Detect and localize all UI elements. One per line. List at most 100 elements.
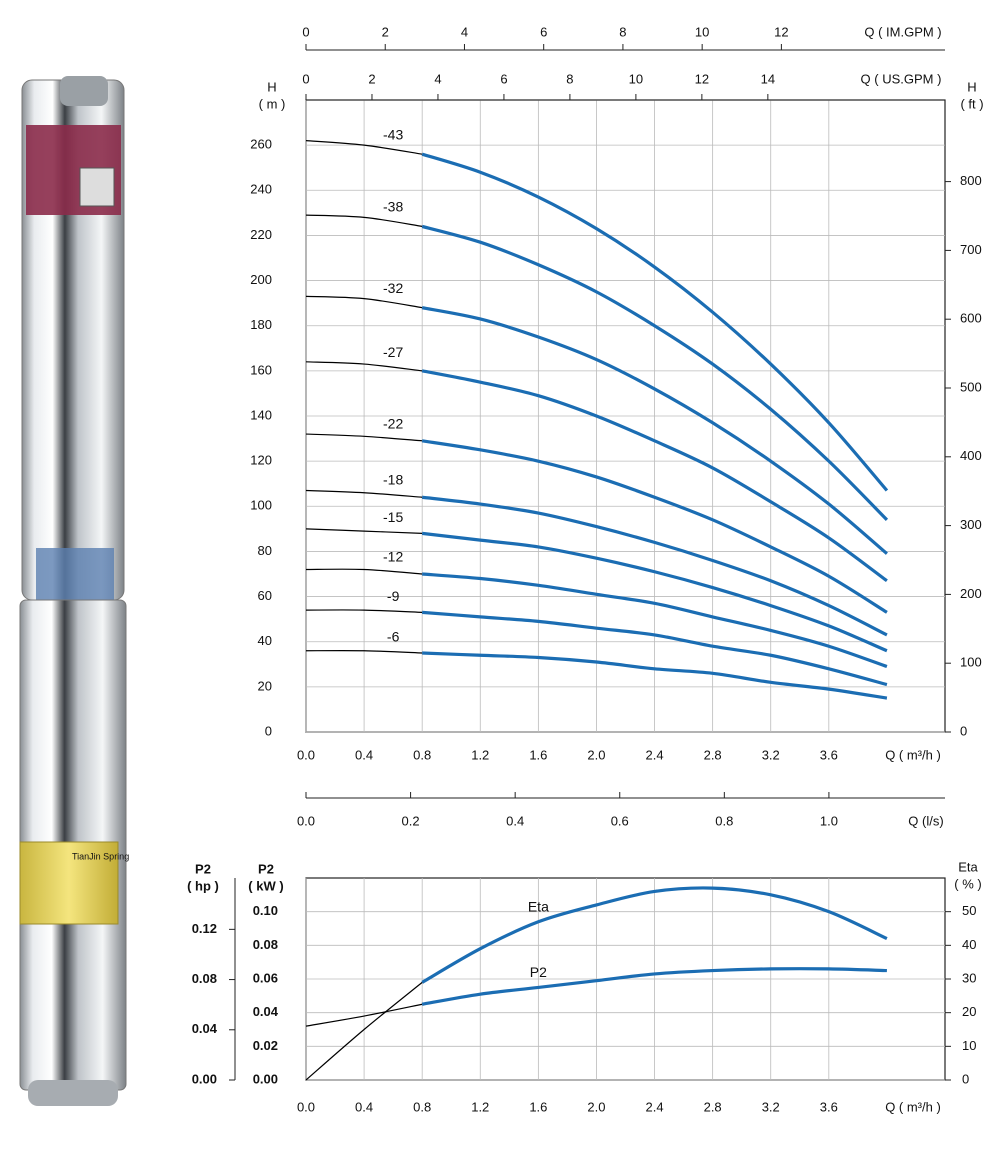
y-tick-label: 0.08 [253, 937, 278, 952]
curve-outside-range [305, 568, 423, 575]
y2-tick-label: 50 [962, 903, 976, 918]
y2-tick-label: 20 [962, 1004, 976, 1019]
extra-y-tick-label: 0.00 [192, 1071, 217, 1086]
y-tick-label: 0 [265, 723, 272, 738]
extra-x-tick-label: 0 [302, 71, 309, 86]
y2-tick-label: 300 [960, 517, 982, 532]
y2-tick-label: 10 [962, 1038, 976, 1053]
extra-x-tick-label: 0.2 [402, 813, 420, 828]
x-tick-label: 3.6 [820, 747, 838, 762]
extra-y-tick-label: 0.04 [192, 1021, 218, 1036]
x-tick-label: 2.4 [646, 747, 664, 762]
series-label: -38 [383, 199, 403, 215]
series-label: -15 [383, 509, 403, 525]
y-axis-unit: ( m ) [259, 96, 286, 111]
extra-x-tick-label: 6 [500, 71, 507, 86]
extra-x-axis-title: Q ( US.GPM ) [861, 71, 942, 86]
x-tick-label: 0.4 [355, 1099, 373, 1114]
y-axis-unit: ( kW ) [248, 878, 283, 893]
x-tick-label: 2.8 [704, 1099, 722, 1114]
y2-tick-label: 100 [960, 655, 982, 670]
curve-outside-range [305, 433, 423, 442]
extra-y-axis-title: P2 [195, 861, 211, 876]
y-tick-label: 200 [250, 272, 272, 287]
curve-outside-range [305, 981, 423, 1081]
curve-outside-range [305, 609, 423, 613]
y-tick-label: 140 [250, 407, 272, 422]
y2-tick-label: 400 [960, 448, 982, 463]
y-tick-label: 0.00 [253, 1071, 278, 1086]
y2-axis-unit: ( ft ) [960, 96, 983, 111]
x-tick-label: 1.2 [471, 1099, 489, 1114]
extra-x-tick-label: 0.4 [506, 813, 524, 828]
extra-x-tick-label: 0 [302, 24, 309, 39]
extra-x-tick-label: 1.0 [820, 813, 838, 828]
series-label: -12 [383, 548, 403, 564]
x-tick-label: 2.0 [587, 747, 605, 762]
chart: 0.0 0.4 0.8 1.2 1.6 2.0 2.4 2.8 3.2 3.6 0.00 0.02 0.… [187, 859, 982, 1114]
x-tick-label: 2.4 [646, 1099, 664, 1114]
curve-outside-range [305, 214, 423, 227]
curve-operating [421, 886, 888, 984]
pump-label: TianJin Spring [72, 851, 129, 861]
extra-x-tick-label: 0.0 [297, 813, 315, 828]
series-label: -32 [383, 280, 403, 296]
y2-tick-label: 200 [960, 586, 982, 601]
curve-operating [421, 495, 888, 637]
curve-outside-range [305, 1003, 423, 1027]
curve-operating [421, 531, 888, 653]
y-tick-label: 0.10 [253, 903, 278, 918]
extra-x-tick-label: 8 [619, 24, 626, 39]
extra-x-axis-title: Q (l/s) [908, 813, 943, 828]
y-tick-label: 120 [250, 453, 272, 468]
extra-x-tick-label: 4 [434, 71, 441, 86]
x-tick-label: 2.8 [704, 747, 722, 762]
extra-x-tick-label: 4 [461, 24, 468, 39]
extra-x-tick-label: 10 [695, 24, 709, 39]
y2-tick-label: 30 [962, 970, 976, 985]
x-tick-label: 3.2 [762, 747, 780, 762]
curve-outside-range [305, 528, 423, 534]
curve-outside-range [305, 649, 423, 654]
curve-operating [421, 224, 889, 521]
extra-x-tick-label: 8 [566, 71, 573, 86]
y2-tick-label: 800 [960, 173, 982, 188]
x-tick-label: 0.0 [297, 1099, 315, 1114]
y-tick-label: 60 [258, 588, 272, 603]
y2-axis-unit: ( % ) [954, 876, 981, 891]
y2-axis-title: Eta [958, 859, 978, 874]
curve-outside-range [305, 361, 423, 372]
extra-x-tick-label: 6 [540, 24, 547, 39]
y2-tick-label: 600 [960, 311, 982, 326]
y2-tick-label: 40 [962, 937, 976, 952]
y-tick-label: 220 [250, 227, 272, 242]
x-tick-label: 0.8 [413, 1099, 431, 1114]
extra-x-tick-label: 0.8 [715, 813, 733, 828]
x-tick-label: 2.0 [587, 1099, 605, 1114]
extra-x-tick-label: 12 [695, 71, 709, 86]
curve-operating [421, 967, 887, 1006]
extra-x-tick-label: 12 [774, 24, 788, 39]
x-tick-label: 1.6 [529, 1099, 547, 1114]
y-tick-label: 160 [250, 362, 272, 377]
y-tick-label: 0.04 [253, 1004, 279, 1019]
x-tick-label: 0.0 [297, 747, 315, 762]
y2-tick-label: 700 [960, 242, 982, 257]
x-tick-label: 0.4 [355, 747, 373, 762]
curve-operating [422, 651, 888, 700]
series-label: P2 [530, 964, 547, 980]
y-tick-label: 0.06 [253, 970, 278, 985]
series-label: -6 [387, 629, 400, 645]
series-label: -22 [383, 415, 403, 431]
y2-tick-label: 0 [962, 1071, 969, 1086]
y-tick-label: 180 [250, 317, 272, 332]
extra-x-tick-label: 10 [629, 71, 643, 86]
curve-operating [421, 306, 888, 555]
y-tick-label: 0.02 [253, 1038, 278, 1053]
y2-axis-title: H [967, 79, 976, 94]
extra-y-tick-label: 0.12 [192, 921, 217, 936]
curve-outside-range [305, 295, 423, 309]
y-axis-title: H [267, 79, 276, 94]
y-tick-label: 20 [258, 678, 272, 693]
